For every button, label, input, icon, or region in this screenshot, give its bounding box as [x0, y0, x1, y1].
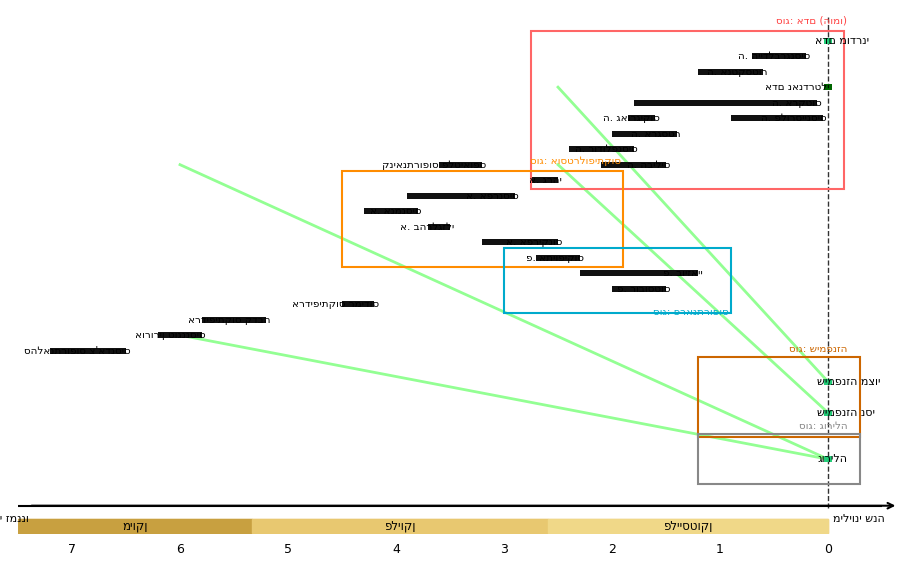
Bar: [252, 519, 548, 533]
Bar: [580, 270, 698, 276]
Bar: [824, 379, 832, 385]
Text: קניאנתרופוס פלטיאופס: קניאנתרופוס פלטיאופס: [382, 160, 487, 170]
Bar: [536, 255, 580, 260]
Text: סוג: פראנתרופוס: סוג: פראנתרופוס: [652, 307, 729, 317]
Bar: [824, 409, 832, 416]
Text: אורורין טוגננסיס: אורורין טוגננסיס: [135, 330, 206, 340]
Text: ה. פלורסיינסיס: ה. פלורסיינסיס: [761, 113, 827, 123]
Text: סוג: גורילה: סוג: גורילה: [799, 421, 848, 432]
Bar: [752, 53, 806, 59]
Text: ה. ארגסטר: ה. ארגסטר: [632, 129, 681, 139]
Text: ארדיפיתקוס רמידוס: ארדיפיתקוס רמידוס: [292, 299, 379, 309]
Bar: [202, 317, 266, 322]
Text: א. אפריקנוס: א. אפריקנוס: [506, 237, 562, 247]
Text: מיליוני שנה: מיליוני שנה: [833, 514, 885, 524]
Text: ה. אנטקסטור: ה. אנטקסטור: [707, 67, 768, 77]
Bar: [612, 286, 666, 292]
Bar: [698, 68, 763, 75]
Bar: [601, 162, 666, 168]
Bar: [18, 519, 828, 533]
Text: גורילה: גורילה: [817, 454, 847, 464]
Bar: [342, 171, 623, 267]
Bar: [342, 301, 374, 307]
Text: ארדיפיתקוס קדבה: ארדיפיתקוס קדבה: [188, 315, 271, 325]
Bar: [439, 162, 482, 168]
Text: א. בהרלגזלי: א. בהרלגזלי: [400, 222, 454, 231]
Bar: [698, 434, 860, 484]
Text: אדם מודרני: אדם מודרני: [815, 35, 869, 46]
Text: פ. בויזאיי: פ. בויזאיי: [663, 268, 703, 278]
Bar: [824, 456, 832, 462]
Bar: [428, 224, 450, 230]
Text: ה. גאורגיקוס: ה. גאורגיקוס: [603, 113, 660, 123]
Bar: [407, 193, 515, 198]
Text: ה. הביליס: ה. הביליס: [627, 160, 670, 170]
Bar: [731, 115, 823, 121]
Text: סהלאנתרופוס צ'אדנסיס: סהלאנתרופוס צ'אדנסיס: [23, 346, 130, 356]
Bar: [548, 519, 828, 533]
Text: סוג: שימפנזה: סוג: שימפנזה: [789, 344, 848, 354]
Text: לפני זמננו: לפני זמננו: [0, 514, 29, 524]
Bar: [364, 208, 418, 214]
Bar: [634, 100, 817, 106]
Bar: [482, 239, 558, 245]
Text: ה. ארקטוס: ה. ארקטוס: [772, 97, 822, 108]
Text: פלייסטוקן: פלייסטוקן: [663, 519, 713, 532]
Text: שימפנזה מצוי: שימפנזה מצוי: [817, 376, 881, 387]
Bar: [531, 31, 844, 190]
Bar: [569, 146, 634, 152]
Bar: [612, 130, 677, 137]
Text: א. אפרנסיס: א. אפרנסיס: [466, 191, 519, 201]
Bar: [531, 177, 558, 183]
Bar: [824, 38, 832, 44]
Text: פ. רובוסטוס: פ. רובוסטוס: [616, 284, 670, 293]
Bar: [158, 332, 202, 338]
Bar: [18, 519, 252, 533]
Text: פ. אתיופיקוס: פ. אתיופיקוס: [526, 253, 584, 263]
Bar: [50, 348, 126, 354]
Bar: [698, 357, 860, 437]
Text: פליוקן: פליוקן: [384, 519, 416, 532]
Bar: [824, 84, 832, 90]
Text: שימפנזה נסי: שימפנזה נסי: [817, 408, 875, 418]
Text: סוג: אוסטרלופיתקוס: סוג: אוסטרלופיתקוס: [529, 156, 621, 166]
Bar: [504, 248, 731, 313]
Bar: [628, 115, 655, 121]
Text: סוג: אדם (הומו): סוג: אדם (הומו): [777, 15, 848, 25]
Text: אדם נאנדרטלי: אדם נאנדרטלי: [765, 82, 829, 92]
Text: ה. רודולפנסיס: ה. רודולפנסיס: [575, 144, 638, 154]
Text: א. אנמנסיס: א. אנמנסיס: [371, 206, 422, 216]
Text: מיוקן: מיוקן: [122, 519, 148, 532]
Text: א. גרהי: א. גרהי: [529, 175, 562, 185]
Text: ה. היידלברגנסיס: ה. היידלברגנסיס: [739, 51, 811, 61]
